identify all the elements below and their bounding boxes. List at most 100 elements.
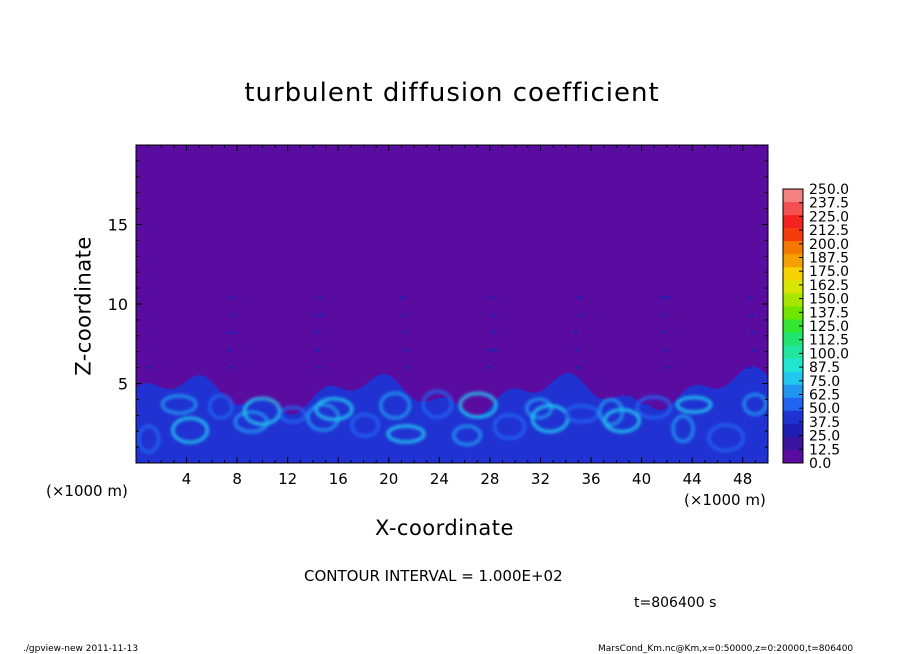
x-unit-label-right: (×1000 m)	[684, 491, 766, 509]
eddy	[306, 403, 340, 432]
patch	[659, 296, 665, 299]
patch	[314, 331, 320, 334]
patch	[312, 313, 318, 317]
x-axis-label: X-coordinate	[375, 516, 514, 540]
x-tick-label: 4	[182, 470, 192, 488]
colorbar-label: 12.5	[809, 442, 840, 458]
patch	[403, 348, 409, 352]
eddy	[279, 405, 307, 424]
x-tick-label: 44	[683, 470, 702, 488]
patch	[227, 348, 233, 352]
x-tick-label: 8	[232, 470, 242, 488]
x-axis: 4 8 12 16 20 24 28 32 36 40 44 48	[148, 145, 756, 488]
patch	[316, 366, 322, 369]
patch	[578, 313, 584, 317]
patch	[146, 366, 152, 369]
chart-title: turbulent diffusion coefficient	[244, 78, 660, 108]
y-axis: 5 10 15	[108, 160, 768, 448]
colorbar-swatch	[783, 358, 803, 372]
colorbar-swatch	[783, 189, 803, 203]
colorbar-label: 162.5	[809, 278, 849, 294]
eddy	[603, 408, 641, 434]
patch	[751, 348, 757, 352]
contour-interval-label: CONTOUR INTERVAL = 1.000E+02	[304, 567, 563, 585]
patch	[488, 296, 494, 299]
patch	[746, 366, 752, 369]
patch	[492, 348, 498, 352]
colorbar-label: 250.0	[809, 182, 849, 198]
patch	[401, 313, 407, 317]
patch	[661, 331, 667, 334]
patch	[663, 348, 669, 352]
colorbar-swatch	[783, 371, 803, 386]
colorbar-label: 212.5	[809, 223, 849, 239]
x-tick-label: 24	[430, 470, 449, 488]
eddy	[564, 404, 600, 424]
time-label: t=806400 s	[634, 595, 717, 611]
colorbar-swatch	[783, 267, 803, 281]
x-tick-label: 40	[632, 470, 651, 488]
eddy	[386, 424, 426, 444]
eddy	[208, 393, 234, 420]
eddy	[525, 397, 553, 420]
x-tick-label: 36	[581, 470, 600, 488]
eddy	[707, 423, 745, 453]
x-unit-label-left: (×1000 m)	[46, 482, 128, 500]
colorbar-label: 200.0	[809, 237, 849, 253]
y-tick-label: 15	[108, 216, 128, 235]
eddy	[171, 416, 209, 444]
x-tick-label: 28	[480, 470, 499, 488]
colorbar-label: 175.0	[809, 264, 849, 280]
colorbar-swatch	[783, 436, 803, 451]
eddy	[379, 391, 411, 420]
colorbar-swatch	[783, 345, 803, 359]
eddy	[160, 394, 198, 415]
x-tick-label: 16	[329, 470, 348, 488]
eddy	[742, 393, 768, 416]
eddy	[598, 398, 624, 427]
colorbar-label: 237.5	[809, 196, 849, 212]
colorbar: 250.0237.5225.0212.5200.0187.5175.0162.5…	[782, 182, 849, 472]
eddy	[458, 391, 498, 419]
colorbar-label: 62.5	[809, 388, 840, 404]
colorbar-swatch	[783, 228, 803, 242]
colorbar-label: 150.0	[809, 292, 849, 308]
eddy	[233, 410, 269, 434]
patch	[749, 313, 755, 317]
colorbar-swatch	[783, 202, 803, 216]
patch	[747, 296, 753, 299]
x-tick-label: 48	[733, 470, 752, 488]
patch	[228, 366, 234, 369]
patch	[750, 331, 756, 334]
x-tick-label: 12	[278, 470, 297, 488]
patch	[664, 366, 670, 369]
colorbar-swatch	[783, 241, 803, 255]
colorbar-swatch	[783, 215, 803, 229]
colorbar-label: 137.5	[809, 305, 849, 321]
patch	[400, 296, 406, 299]
y-tick-label: 5	[118, 375, 128, 394]
colorbar-swatch	[783, 449, 803, 464]
patch	[229, 296, 235, 299]
eddy	[675, 395, 713, 414]
eddy	[421, 389, 454, 419]
x-tick-label: 20	[379, 470, 398, 488]
eddy	[671, 414, 695, 444]
colorbar-swatch	[783, 332, 803, 346]
eddy	[635, 395, 673, 420]
x-tick-label: 32	[531, 470, 550, 488]
patch	[232, 331, 238, 334]
colorbar-label: 225.0	[809, 209, 849, 225]
eddy	[314, 397, 354, 421]
patch	[405, 366, 411, 369]
patch	[660, 313, 666, 317]
colorbar-label: 25.0	[809, 429, 840, 445]
patch	[319, 313, 325, 317]
colorbar-swatch	[783, 280, 803, 294]
patch	[318, 296, 324, 299]
y-tick-label: 10	[108, 295, 128, 314]
footer-left: ./gpview-new 2011-11-13	[23, 644, 139, 654]
colorbar-label: 87.5	[809, 360, 840, 376]
colorbar-swatch	[783, 293, 803, 307]
